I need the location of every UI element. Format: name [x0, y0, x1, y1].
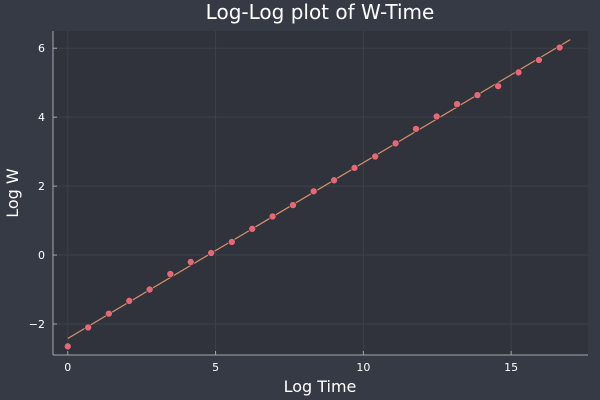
- series: [63, 39, 571, 351]
- x-axis-label: Log Time: [284, 377, 357, 396]
- plot-area: [53, 31, 588, 355]
- data-point: [350, 164, 359, 172]
- data-point: [248, 225, 257, 233]
- data-point: [125, 297, 134, 305]
- grid: [53, 31, 588, 355]
- data-point: [309, 187, 318, 196]
- data-point: [432, 112, 441, 121]
- data-point: [391, 139, 400, 148]
- x-tick-label: 10: [356, 361, 370, 374]
- data-point: [555, 43, 564, 52]
- data-point: [453, 100, 461, 108]
- y-tick-label: 6: [38, 42, 45, 55]
- data-point: [228, 238, 236, 246]
- data-point: [63, 342, 72, 351]
- data-point: [371, 152, 379, 161]
- chart-title: Log-Log plot of W-Time: [206, 0, 435, 24]
- data-point: [330, 176, 338, 185]
- y-axis-label: Log W: [3, 168, 22, 218]
- data-point: [166, 270, 175, 278]
- data-point: [494, 82, 502, 90]
- x-tick-label: 0: [64, 361, 71, 374]
- data-point: [289, 201, 297, 209]
- data-point: [105, 309, 113, 318]
- x-tick-label: 15: [504, 361, 518, 374]
- y-tick-label: 2: [38, 180, 45, 193]
- data-point: [84, 323, 92, 332]
- data-point: [514, 68, 523, 77]
- data-point: [412, 125, 420, 133]
- axes: [52, 31, 588, 356]
- data-point: [268, 212, 277, 221]
- data-point: [145, 285, 154, 294]
- x-ticks: 0 5 10 15: [64, 351, 518, 374]
- data-point: [207, 249, 215, 257]
- data-point: [473, 91, 482, 99]
- y-tick-label: 4: [38, 111, 45, 124]
- x-tick-label: 5: [212, 361, 219, 374]
- data-point: [535, 56, 543, 64]
- y-ticks: −2 0 2 4 6: [29, 42, 57, 331]
- y-tick-label: 0: [38, 249, 45, 262]
- data-point: [186, 258, 195, 266]
- y-tick-label: −2: [29, 318, 45, 331]
